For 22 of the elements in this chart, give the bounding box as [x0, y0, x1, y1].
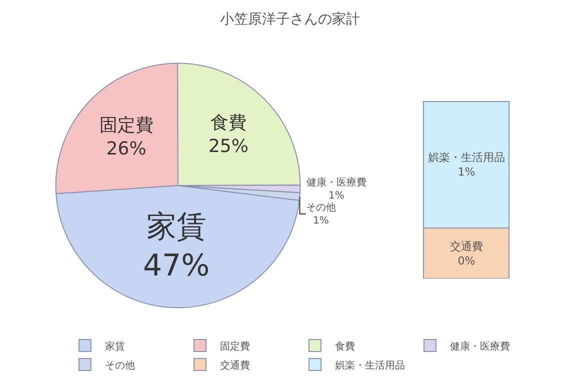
data-label: 1% [328, 190, 344, 202]
legend-label: 娯楽・生活用品 [335, 359, 405, 372]
chart-title: 小笠原洋子さんの家計 [220, 11, 360, 28]
slice-label: 健康・医療費 [306, 176, 366, 188]
slice-label: 家賃 [146, 210, 206, 245]
slice-label: 固定費 [99, 115, 154, 136]
legend-label: その他 [105, 359, 135, 372]
data-label: 1% [458, 165, 476, 178]
legend-label: 食費 [335, 340, 355, 352]
legend-label: 固定費 [220, 340, 250, 352]
slice-label: その他 [306, 201, 336, 214]
data-label: 0% [458, 254, 476, 268]
data-label: 1% [313, 215, 329, 226]
data-label: 25% [208, 136, 248, 157]
data-label: 26% [106, 138, 146, 160]
slice-label: 食費 [210, 112, 246, 134]
text: 娯楽・生活用品 [428, 151, 505, 164]
legend-label: 交通費 [220, 359, 250, 372]
legend-label: 健康・医療費 [450, 340, 510, 352]
data-label: 47% [142, 248, 210, 284]
text: 交通費 [450, 240, 483, 253]
legend-label: 家賃 [105, 340, 125, 352]
